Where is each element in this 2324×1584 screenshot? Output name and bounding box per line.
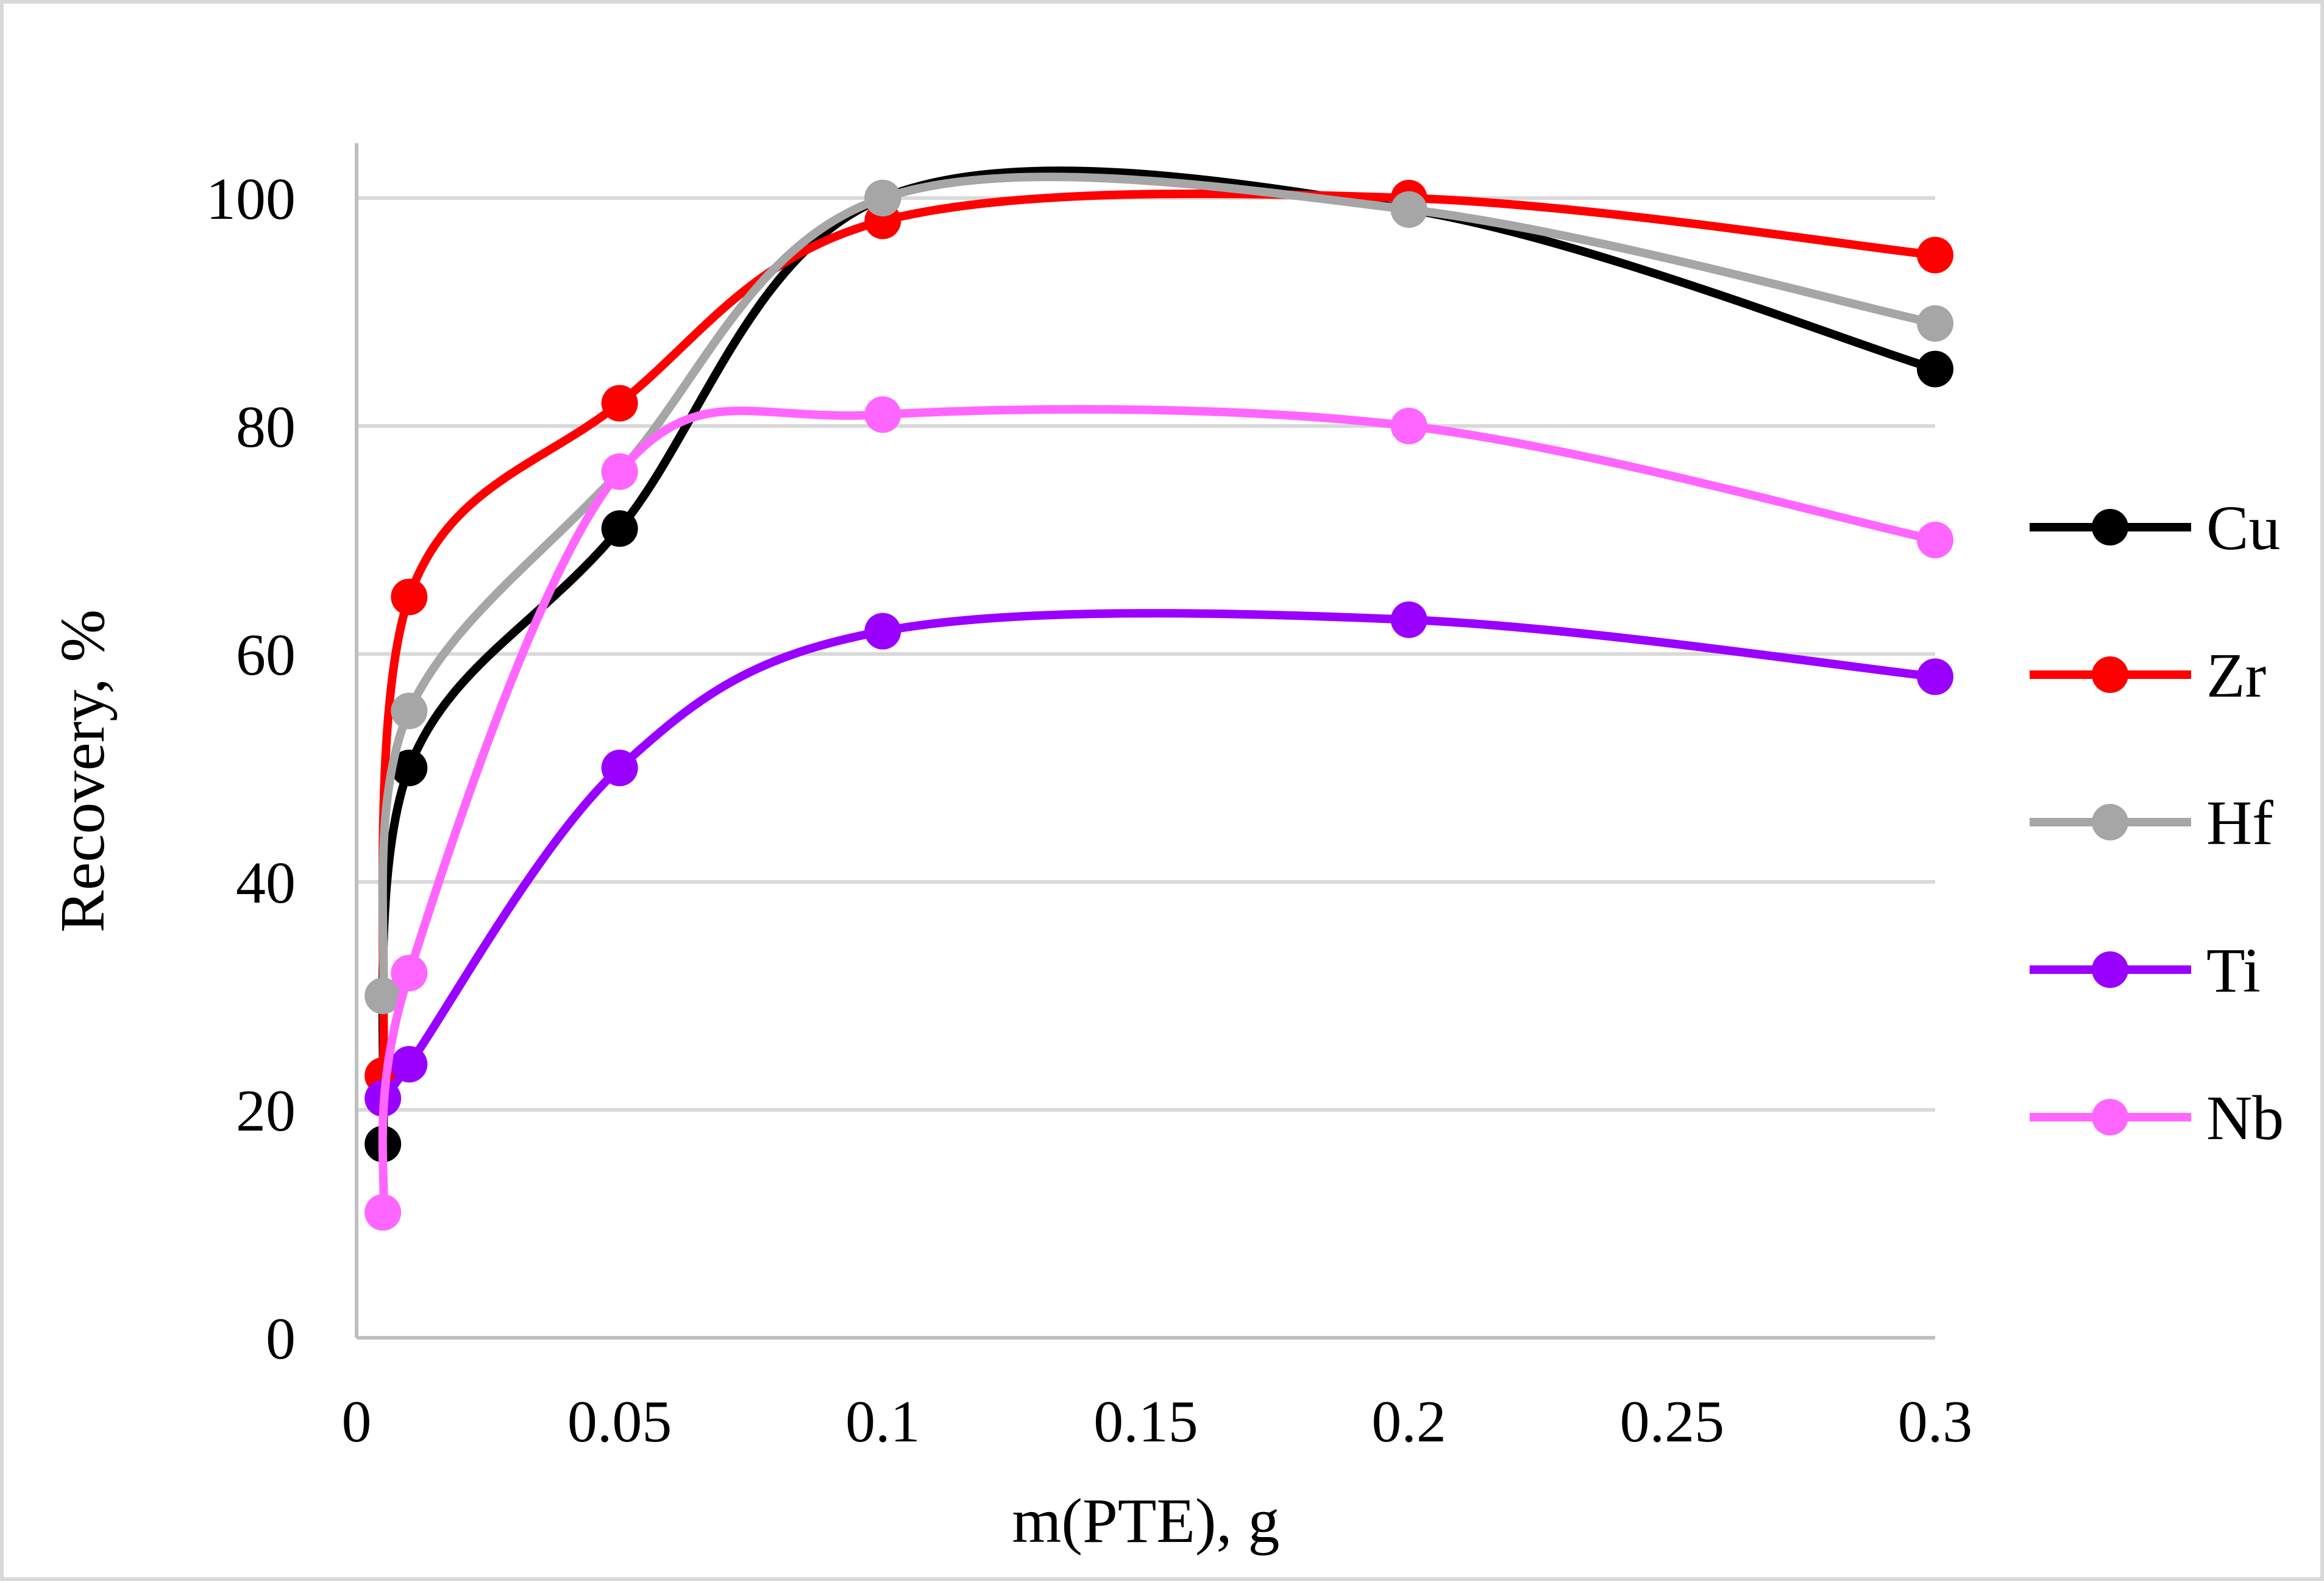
y-tick-label: 40 xyxy=(236,850,296,916)
y-tick-label: 60 xyxy=(236,622,296,688)
legend-item-ti: Ti xyxy=(2030,936,2261,1006)
y-tick-label: 100 xyxy=(206,166,296,232)
data-point-hf xyxy=(364,978,402,1014)
data-point-nb xyxy=(364,1194,402,1231)
data-point-cu xyxy=(1917,350,1953,388)
x-tick-label: 0.2 xyxy=(1371,1389,1446,1455)
legend-marker-nb xyxy=(2092,1099,2128,1135)
x-tick-label: 0 xyxy=(342,1389,372,1455)
series-ti xyxy=(364,601,1953,1117)
data-point-cu xyxy=(391,750,428,786)
legend-item-cu: Cu xyxy=(2030,493,2280,563)
legend-label-ti: Ti xyxy=(2206,936,2261,1006)
legend-label-cu: Cu xyxy=(2206,493,2280,563)
x-tick-label: 0.3 xyxy=(1898,1389,1973,1455)
data-point-hf xyxy=(391,692,428,730)
data-point-nb xyxy=(864,396,901,433)
x-axis-title: m(PTE), g xyxy=(1012,1486,1279,1556)
data-point-ti xyxy=(864,613,901,650)
data-point-ti xyxy=(1390,601,1427,638)
y-tick-label: 20 xyxy=(236,1078,296,1144)
legend-label-hf: Hf xyxy=(2206,788,2273,858)
legend-marker-zr xyxy=(2092,656,2128,693)
data-point-zr xyxy=(391,578,428,616)
data-point-zr xyxy=(601,385,638,422)
data-point-hf xyxy=(1917,305,1953,342)
data-point-cu xyxy=(601,510,638,547)
data-point-ti xyxy=(1917,658,1953,695)
legend-item-hf: Hf xyxy=(2030,788,2273,858)
data-point-ti xyxy=(601,750,638,786)
y-axis-title: Recovery, % xyxy=(48,609,118,932)
legend-item-zr: Zr xyxy=(2030,641,2266,711)
legend: Cu Zr Hf Ti Nb xyxy=(2030,493,2284,1153)
x-tick-label: 0.15 xyxy=(1093,1389,1198,1455)
series-line-cu xyxy=(378,166,1939,1149)
data-point-nb xyxy=(1390,408,1427,444)
legend-marker-hf xyxy=(2092,804,2128,840)
data-point-hf xyxy=(1390,191,1427,228)
y-tick-label: 80 xyxy=(236,394,296,460)
data-point-hf xyxy=(864,180,901,216)
legend-marker-cu xyxy=(2092,509,2128,545)
x-tick-label: 0.05 xyxy=(567,1389,672,1455)
legend-marker-ti xyxy=(2092,951,2128,988)
series-nb xyxy=(364,396,1953,1231)
data-point-nb xyxy=(601,453,638,490)
series-group xyxy=(364,166,1953,1231)
axes: 0 20 40 60 80 100 0 0.05 0.1 0.15 0.2 0.25 0.3 xyxy=(206,143,1972,1455)
x-tick-label: 0.25 xyxy=(1620,1389,1725,1455)
legend-item-nb: Nb xyxy=(2030,1083,2284,1153)
data-point-nb xyxy=(391,954,428,992)
data-point-ti xyxy=(391,1046,428,1083)
data-point-nb xyxy=(1917,522,1953,558)
data-point-zr xyxy=(1917,236,1953,274)
legend-label-nb: Nb xyxy=(2206,1083,2284,1153)
y-tick-label: 0 xyxy=(266,1306,296,1372)
legend-label-zr: Zr xyxy=(2206,641,2266,711)
x-tick-label: 0.1 xyxy=(845,1389,920,1455)
